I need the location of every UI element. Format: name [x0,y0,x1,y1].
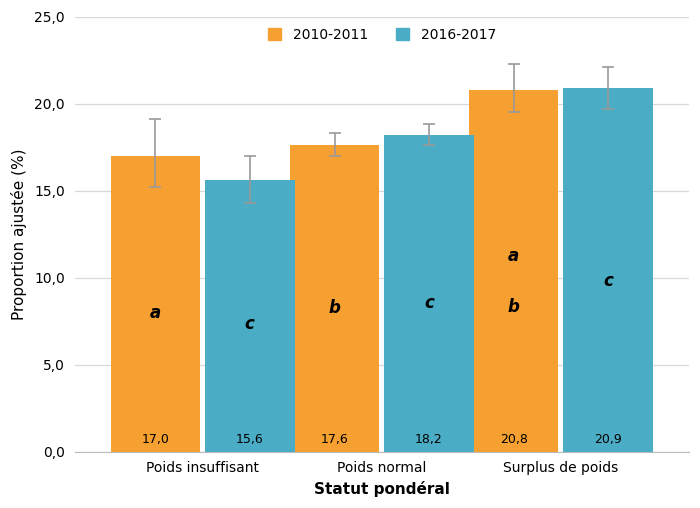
Bar [564,88,653,452]
Text: 20,8: 20,8 [500,433,528,447]
Text: a: a [508,247,519,265]
Bar [384,135,474,452]
Text: c: c [245,315,255,333]
X-axis label: Statut pondéral: Statut pondéral [314,481,449,497]
Text: 17,0: 17,0 [141,433,169,447]
Text: 17,6: 17,6 [321,433,349,447]
Text: c: c [424,294,434,312]
Text: 18,2: 18,2 [415,433,443,447]
Text: c: c [603,272,613,290]
Text: b: b [508,298,519,316]
Bar [469,90,559,452]
Text: 20,9: 20,9 [594,433,622,447]
Text: a: a [150,304,161,322]
Y-axis label: Proportion ajustée (%): Proportion ajustée (%) [11,148,27,320]
Bar [111,156,200,452]
Text: b: b [328,299,340,316]
Legend: 2010-2011, 2016-2017: 2010-2011, 2016-2017 [263,23,500,46]
Bar [290,145,379,452]
Bar [205,180,295,452]
Text: 15,6: 15,6 [236,433,264,447]
